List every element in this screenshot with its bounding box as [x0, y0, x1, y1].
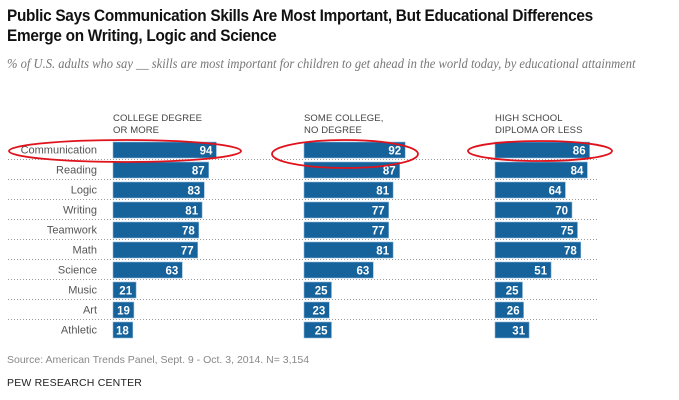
category-label: Writing: [63, 205, 97, 217]
bar: [112, 241, 198, 259]
bar: [303, 321, 332, 339]
bar-value-label: 25: [506, 286, 519, 298]
column-header-line: DIPLOMA OR LESS: [495, 125, 583, 136]
category-label: Science: [58, 265, 97, 277]
bar: [112, 221, 200, 239]
bar-value-label: 70: [555, 206, 568, 218]
bar-value-label: 78: [564, 246, 577, 258]
bar: [112, 321, 134, 339]
bar: [112, 201, 203, 219]
chart-title: Public Says Communication Skills Are Mos…: [7, 7, 593, 45]
category-label: Art: [83, 305, 97, 317]
bar-value-label: 77: [181, 246, 194, 258]
highlight-ellipse-some-college: [271, 139, 419, 169]
bar-value-label: 19: [117, 306, 130, 318]
bar: [112, 301, 135, 319]
column-header-high-school: HIGH SCHOOL DIPLOMA OR LESS: [495, 113, 583, 137]
bar-value-label: 21: [119, 286, 132, 298]
bar: [303, 181, 394, 199]
bar-value-label: 92: [388, 146, 401, 158]
category-label: Math: [73, 245, 97, 257]
bar: [303, 301, 330, 319]
chart-subtitle: % of U.S. adults who say __ skills are m…: [7, 56, 636, 71]
category-label: Communication: [21, 145, 97, 157]
column-header-line: OR MORE: [113, 125, 160, 136]
bar-value-label: 81: [376, 246, 389, 258]
category-label: Reading: [56, 165, 97, 177]
bar-value-label: 31: [512, 326, 525, 338]
bar: [494, 181, 566, 199]
bar: [303, 201, 389, 219]
bar: [303, 241, 394, 259]
column-header-line: SOME COLLEGE,: [304, 113, 384, 124]
bar: [494, 161, 588, 179]
bar-value-label: 18: [116, 326, 129, 338]
bar-value-label: 84: [571, 166, 584, 178]
bar-value-label: 23: [313, 306, 326, 318]
bar: [494, 261, 552, 279]
bar: [303, 261, 374, 279]
category-label: Music: [68, 285, 97, 297]
bar-value-label: 75: [561, 226, 574, 238]
bar-value-label: 51: [534, 266, 547, 278]
category-label: Athletic: [61, 325, 98, 337]
category-label: Teamwork: [47, 225, 98, 237]
bar-value-label: 26: [507, 306, 520, 318]
brand-label: PEW RESEARCH CENTER: [7, 377, 143, 389]
highlight-ellipse-high-school: [467, 140, 613, 162]
bar-value-label: 64: [549, 186, 562, 198]
highlight-ellipse-college: [8, 139, 242, 163]
bar: [303, 141, 406, 159]
column-header-line: HIGH SCHOOL: [495, 113, 563, 124]
column-header-line: COLLEGE DEGREE: [113, 113, 203, 124]
bar-value-label: 63: [166, 266, 179, 278]
column-header-line: NO DEGREE: [304, 125, 362, 136]
bar: [494, 221, 578, 239]
bar-value-label: 87: [383, 166, 396, 178]
bar-value-label: 94: [200, 146, 213, 158]
bar: [112, 141, 217, 159]
bar-value-label: 87: [192, 166, 205, 178]
bar-value-label: 81: [185, 206, 198, 218]
bar: [494, 281, 523, 299]
bar-value-label: 81: [376, 186, 389, 198]
column-header-some-college: SOME COLLEGE, NO DEGREE: [304, 113, 383, 137]
bar: [494, 301, 524, 319]
bar: [494, 141, 590, 159]
bar-value-label: 86: [573, 146, 586, 158]
bar-value-label: 25: [315, 326, 328, 338]
bar-value-label: 83: [188, 186, 201, 198]
bar-value-label: 25: [315, 286, 328, 298]
bar-value-label: 77: [372, 226, 385, 238]
bar-value-label: 63: [357, 266, 370, 278]
category-label: Logic: [71, 185, 98, 197]
bar: [494, 201, 573, 219]
bar: [112, 181, 205, 199]
column-header-college-degree: COLLEGE DEGREE OR MORE: [113, 113, 202, 137]
bar: [112, 261, 183, 279]
bar: [494, 241, 582, 259]
bar-value-label: 78: [182, 226, 195, 238]
bar: [494, 321, 530, 339]
bar: [303, 221, 389, 239]
source-note: Source: American Trends Panel, Sept. 9 -…: [7, 354, 310, 366]
bar-value-label: 77: [372, 206, 385, 218]
bar: [303, 281, 332, 299]
bar: [112, 281, 137, 299]
